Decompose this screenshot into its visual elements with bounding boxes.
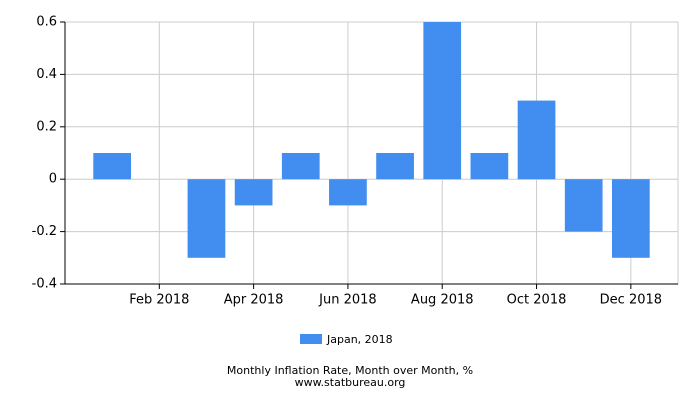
- x-tick-label: Apr 2018: [224, 293, 284, 308]
- bar: [423, 22, 462, 180]
- bar: [329, 179, 367, 206]
- bar: [93, 153, 132, 180]
- source: www.statbureau.org: [295, 376, 406, 389]
- y-tick-label: 0: [49, 172, 57, 187]
- y-tick-label: -0.4: [32, 277, 57, 292]
- y-tick-label: 0.6: [36, 15, 57, 30]
- x-tick-label: Feb 2018: [129, 293, 189, 308]
- x-tick-label: Dec 2018: [600, 293, 662, 308]
- legend-swatch: [300, 334, 322, 344]
- bar: [187, 179, 226, 258]
- plot-frame: [64, 21, 679, 285]
- y-tick-label: 0.4: [36, 67, 57, 82]
- chart-title: Monthly Inflation Rate, Month over Month…: [227, 364, 473, 377]
- bar: [376, 153, 414, 180]
- x-tick-label: Oct 2018: [507, 293, 567, 308]
- x-tick-label: Jun 2018: [318, 293, 377, 308]
- x-tick-label: Aug 2018: [411, 293, 474, 308]
- bar: [234, 179, 273, 206]
- bar: [611, 179, 650, 258]
- legend-label: Japan, 2018: [326, 333, 393, 346]
- y-tick-label: 0.2: [36, 119, 57, 134]
- bar: [564, 179, 603, 232]
- bar: [281, 153, 320, 180]
- y-tick-label: -0.2: [32, 224, 57, 239]
- bar: [470, 153, 509, 180]
- bar: [517, 100, 556, 180]
